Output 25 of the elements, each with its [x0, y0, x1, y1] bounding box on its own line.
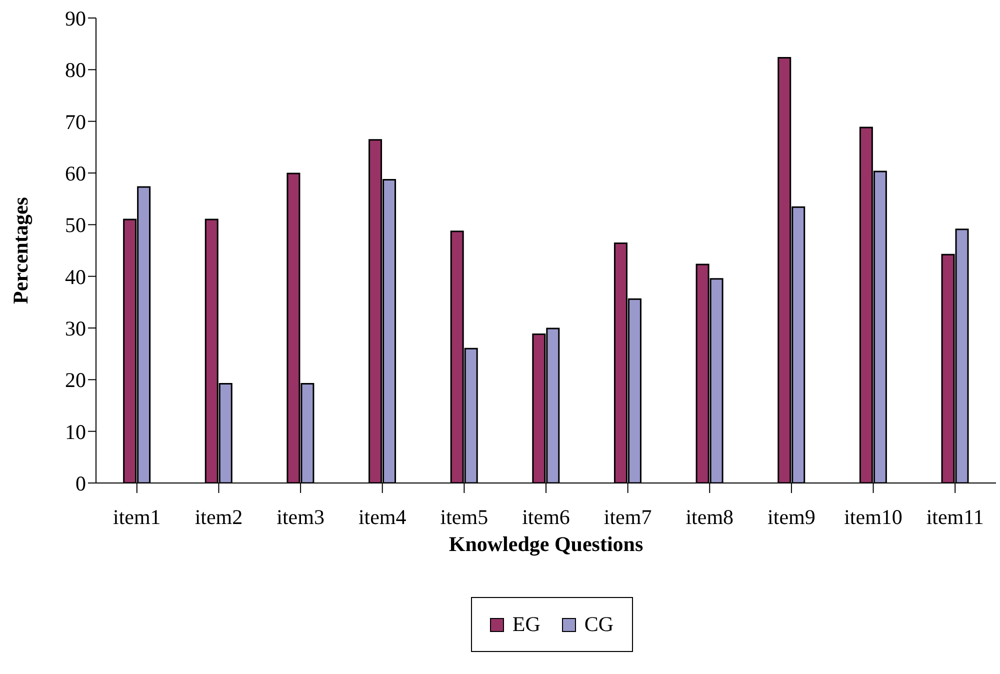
- y-tick-label: 20: [65, 368, 86, 392]
- x-tick-label: item11: [926, 504, 984, 529]
- x-tick-label: item5: [440, 504, 488, 529]
- y-tick-label: 50: [65, 213, 86, 238]
- x-tick-label: item2: [194, 504, 243, 529]
- x-tick-label: item9: [768, 504, 816, 529]
- y-tick-label: 60: [65, 161, 86, 186]
- x-tick-label: item8: [686, 504, 734, 529]
- x-tick-label: item1: [112, 504, 161, 529]
- y-axis-title: Percentages: [8, 197, 32, 304]
- x-tick-label: item4: [358, 504, 407, 529]
- y-tick-label: 70: [65, 110, 86, 134]
- x-tick-label: item6: [522, 504, 570, 529]
- y-tick-label: 10: [65, 420, 86, 444]
- x-axis-title: Knowledge Questions: [448, 532, 644, 556]
- x-tick-label: item10: [844, 504, 902, 529]
- x-tick-label: item3: [276, 504, 324, 529]
- y-tick-label: 90: [65, 6, 86, 30]
- x-tick-label: item7: [604, 504, 652, 529]
- y-tick-label: 40: [65, 264, 86, 289]
- y-tick-label: 30: [65, 316, 86, 340]
- y-tick-label: 80: [65, 58, 86, 82]
- legend-label: EG: [511, 612, 540, 637]
- y-tick-label: 0: [76, 471, 86, 496]
- legend-label: CG: [583, 612, 614, 637]
